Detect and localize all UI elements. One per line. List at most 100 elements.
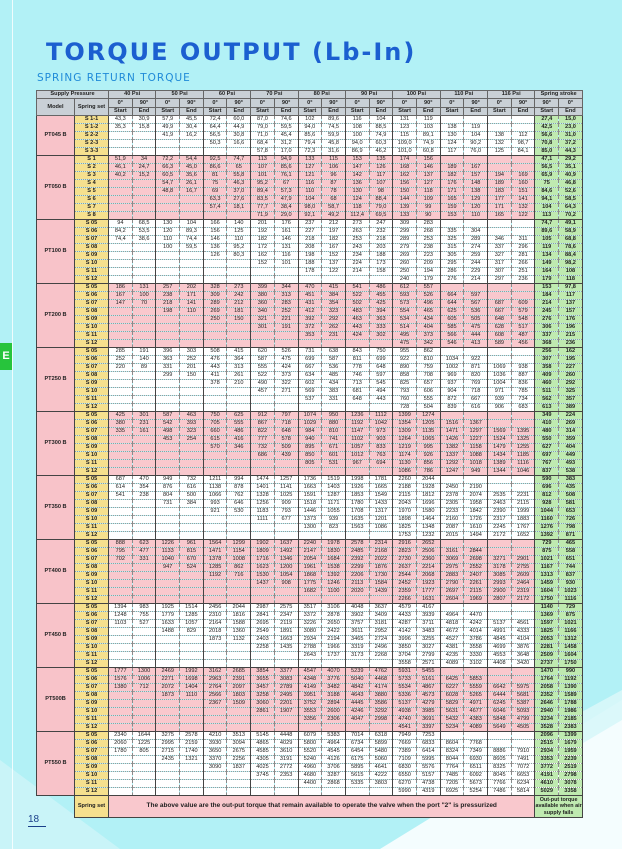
- table-row: S 09 570 346 732 509 895 671 1057 833 1219 995 1382…: [37, 443, 583, 452]
- pressure-header: 90 Psi: [344, 89, 394, 100]
- torque-cell: 2993: [487, 579, 512, 588]
- torque-cell: 301: [250, 323, 275, 332]
- stroke-torque-cell: 184: [534, 291, 560, 300]
- torque-cell: 2022: [369, 555, 394, 564]
- torque-cell: 5576: [416, 763, 441, 772]
- torque-cell: 1257: [274, 475, 299, 484]
- torque-cell: 7389: [392, 747, 417, 756]
- torque-cell: 4433: [392, 611, 417, 620]
- torque-cell: 243: [345, 243, 370, 252]
- torque-cell: 522: [250, 371, 275, 380]
- stroke-torque-cell: 35,1: [558, 163, 583, 172]
- torque-cell: 5681: [511, 691, 536, 700]
- spring-set-cell: S 10: [74, 451, 109, 460]
- torque-cell: 1781: [369, 475, 394, 484]
- torque-cell: 2190: [463, 483, 489, 492]
- stroke-torque-cell: 2798: [558, 771, 583, 780]
- torque-cell: 922: [392, 355, 417, 364]
- torque-cell: [179, 387, 204, 396]
- torque-cell: [226, 331, 252, 340]
- torque-cell: [108, 467, 133, 476]
- torque-cell: 415: [321, 283, 346, 292]
- torque-cell: 5234: [440, 723, 465, 732]
- torque-cell: 1006: [132, 675, 157, 684]
- torque-cell: 4408: [487, 659, 512, 668]
- spring-set-cell: S 11: [74, 651, 109, 660]
- table-row: S 09 921 530 1183 793 1446 1055 1708 1317 1970 158…: [37, 507, 583, 516]
- torque-cell: 2245: [487, 523, 512, 532]
- torque-cell: 424: [345, 331, 370, 340]
- angle-header: 0°: [250, 98, 275, 108]
- torque-cell: 1708: [345, 507, 370, 516]
- torque-cell: 6175: [345, 755, 370, 764]
- torque-cell: 16,2: [179, 131, 204, 140]
- torque-cell: 70: [132, 299, 157, 308]
- torque-cell: 1046: [511, 467, 536, 476]
- stroke-torque-cell: 2515: [534, 739, 560, 748]
- torque-cell: 856: [416, 459, 441, 468]
- torque-cell: [108, 707, 133, 716]
- torque-cell: 862: [416, 347, 441, 356]
- torque-cell: 335: [440, 227, 465, 236]
- torque-cell: 443: [345, 323, 370, 332]
- table-row: S 1-2 35,3 15,8 49,9 30,4 64,4 44,9 79,0 59,5 94,…: [37, 123, 583, 132]
- torque-cell: 3397: [416, 723, 441, 732]
- end-header: End: [179, 106, 204, 116]
- torque-cell: 470: [132, 475, 157, 484]
- table-row: S 11 805 531 967 694 1130 856 1292 1018 1389 1116 7…: [37, 459, 583, 468]
- torque-cell: 1569: [487, 427, 512, 436]
- torque-cell: 192: [250, 227, 275, 236]
- torque-cell: 262: [321, 323, 346, 332]
- torque-cell: 16,7: [179, 187, 204, 196]
- torque-cell: 2378: [440, 491, 465, 500]
- torque-cell: [487, 603, 512, 612]
- start-header: Start: [487, 106, 512, 116]
- torque-cell: 40,2: [108, 171, 133, 180]
- torque-cell: 380: [250, 291, 275, 300]
- torque-cell: [487, 611, 512, 620]
- stroke-torque-cell: 78,6: [558, 243, 583, 252]
- torque-cell: 99: [416, 203, 441, 212]
- model-cell: PT450 B: [36, 602, 75, 668]
- torque-cell: 2535: [487, 491, 512, 500]
- stroke-torque-cell: 75: [534, 179, 560, 188]
- torque-cell: 2435: [155, 755, 181, 764]
- torque-cell: 1873: [203, 635, 228, 644]
- torque-cell: 346: [226, 443, 252, 452]
- torque-cell: 2789: [274, 683, 299, 692]
- torque-cell: 741: [321, 435, 346, 444]
- torque-cell: [487, 483, 512, 492]
- section-tab[interactable]: E: [0, 343, 12, 370]
- torque-cell: 2799: [416, 651, 441, 660]
- torque-cell: [226, 715, 252, 724]
- torque-cell: 687: [108, 475, 133, 484]
- stroke-torque-cell: 990: [558, 667, 583, 676]
- torque-cell: 2266: [392, 595, 417, 604]
- torque-cell: 2172: [487, 531, 512, 540]
- torque-cell: 1008: [226, 555, 252, 564]
- torque-cell: 1348: [416, 523, 441, 532]
- table-row: S 09 3090 1837 4025 2772 4960 3706 5895 4641 6830…: [37, 763, 583, 772]
- torque-cell: [132, 707, 157, 716]
- torque-cell: 373: [416, 331, 441, 340]
- torque-cell: 1111: [250, 515, 275, 524]
- torque-cell: 160: [511, 179, 536, 188]
- torque-cell: 79,4: [298, 139, 323, 148]
- torque-cell: 100: [132, 291, 157, 300]
- torque-cell: [511, 475, 536, 484]
- torque-cell: 470: [298, 283, 323, 292]
- torque-cell: 486: [226, 427, 252, 436]
- torque-cell: 451: [298, 291, 323, 300]
- torque-cell: [155, 139, 181, 148]
- torque-cell: [203, 715, 228, 724]
- torque-cell: 2015: [440, 531, 465, 540]
- torque-cell: 122: [321, 267, 346, 276]
- torque-cell: 2214: [416, 563, 441, 572]
- angle-header: 90°: [273, 98, 299, 108]
- torque-cell: 3287: [321, 771, 346, 780]
- spring-set-cell: S 08: [74, 755, 109, 764]
- torque-cell: 92,5: [203, 155, 228, 164]
- torque-cell: 3292: [369, 707, 394, 716]
- spring-set-cell: S 2: [74, 163, 109, 172]
